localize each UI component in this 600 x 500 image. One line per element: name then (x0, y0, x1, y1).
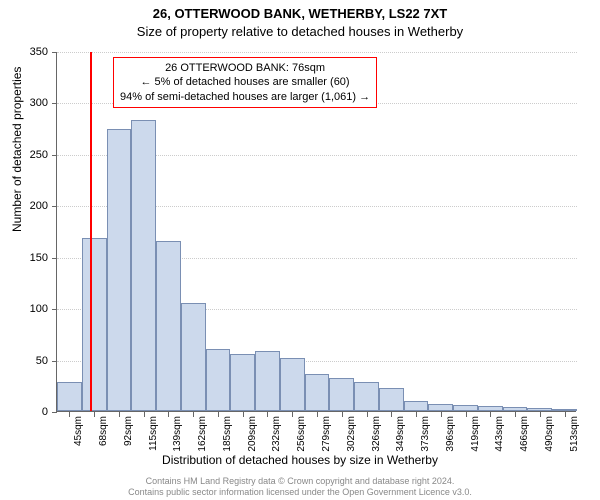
annotation-line-0: 26 OTTERWOOD BANK: 76sqm (120, 61, 370, 75)
xtick-mark (119, 412, 120, 417)
footer-line-2: Contains public sector information licen… (0, 487, 600, 498)
histogram-bar (131, 120, 156, 411)
xtick-mark (342, 412, 343, 417)
histogram-bar (181, 303, 206, 411)
xtick-mark (515, 412, 516, 417)
histogram-bar (255, 351, 280, 411)
xtick-mark (168, 412, 169, 417)
xtick-label: 490sqm (544, 416, 555, 452)
histogram-bar (329, 378, 354, 411)
xtick-label: 68sqm (98, 416, 109, 446)
xtick-label: 373sqm (420, 416, 431, 452)
histogram-bar (156, 241, 181, 411)
xtick-label: 419sqm (470, 416, 481, 452)
page-subtitle: Size of property relative to detached ho… (0, 24, 600, 39)
ytick-label: 300 (18, 97, 48, 109)
xtick-mark (367, 412, 368, 417)
histogram-bar (57, 382, 82, 411)
ytick-label: 50 (18, 355, 48, 367)
footer-attribution: Contains HM Land Registry data © Crown c… (0, 476, 600, 498)
histogram-bar (82, 238, 107, 411)
histogram-bar (503, 407, 528, 411)
xtick-mark (416, 412, 417, 417)
histogram-bar (552, 409, 577, 411)
xtick-label: 209sqm (247, 416, 258, 452)
xtick-label: 302sqm (346, 416, 357, 452)
xtick-mark (218, 412, 219, 417)
xtick-label: 256sqm (296, 416, 307, 452)
plot-area: 05010015020025030035045sqm68sqm92sqm115s… (56, 52, 576, 412)
xtick-mark (391, 412, 392, 417)
xtick-mark (292, 412, 293, 417)
ytick-label: 0 (18, 406, 48, 418)
histogram-bar (453, 405, 478, 411)
xtick-label: 326sqm (371, 416, 382, 452)
histogram-bar (206, 349, 231, 411)
xtick-mark (193, 412, 194, 417)
xtick-label: 115sqm (148, 416, 159, 451)
xtick-label: 349sqm (395, 416, 406, 452)
xtick-label: 396sqm (445, 416, 456, 452)
xtick-mark (565, 412, 566, 417)
histogram-bar (354, 382, 379, 411)
xtick-mark (317, 412, 318, 417)
xtick-label: 139sqm (172, 416, 183, 452)
property-marker-line (90, 52, 92, 411)
xtick-mark (466, 412, 467, 417)
xtick-label: 443sqm (494, 416, 505, 452)
page-title: 26, OTTERWOOD BANK, WETHERBY, LS22 7XT (0, 6, 600, 22)
annotation-box: 26 OTTERWOOD BANK: 76sqm← 5% of detached… (113, 57, 377, 108)
xtick-mark (540, 412, 541, 417)
ytick-label: 350 (18, 46, 48, 58)
xtick-label: 279sqm (321, 416, 332, 452)
xtick-mark (267, 412, 268, 417)
histogram-bar (478, 406, 503, 411)
annotation-line-2: 94% of semi-detached houses are larger (… (120, 90, 370, 104)
ytick-label: 150 (18, 252, 48, 264)
xtick-label: 45sqm (73, 416, 84, 446)
annotation-line-1: ← 5% of detached houses are smaller (60) (120, 75, 370, 89)
histogram-bar (280, 358, 305, 411)
histogram-bar (527, 408, 552, 411)
ytick-label: 250 (18, 149, 48, 161)
histogram-bar (404, 401, 429, 411)
xtick-label: 466sqm (519, 416, 530, 452)
ytick-label: 200 (18, 200, 48, 212)
xtick-mark (144, 412, 145, 417)
ytick-mark (52, 412, 57, 413)
xtick-label: 513sqm (569, 416, 580, 452)
xtick-label: 162sqm (197, 416, 208, 452)
xtick-mark (243, 412, 244, 417)
xtick-mark (441, 412, 442, 417)
xtick-label: 232sqm (271, 416, 282, 452)
xtick-label: 92sqm (123, 416, 134, 446)
histogram-bar (379, 388, 404, 411)
xtick-label: 185sqm (222, 416, 233, 452)
histogram-bar (107, 129, 132, 411)
histogram-bar (305, 374, 330, 411)
histogram-bar (230, 354, 255, 411)
histogram-bar (428, 404, 453, 411)
xtick-mark (94, 412, 95, 417)
ytick-label: 100 (18, 303, 48, 315)
gridline (57, 52, 577, 53)
chart-area: 05010015020025030035045sqm68sqm92sqm115s… (56, 52, 576, 412)
xtick-mark (69, 412, 70, 417)
footer-line-1: Contains HM Land Registry data © Crown c… (0, 476, 600, 487)
x-axis-label: Distribution of detached houses by size … (0, 453, 600, 467)
xtick-mark (490, 412, 491, 417)
